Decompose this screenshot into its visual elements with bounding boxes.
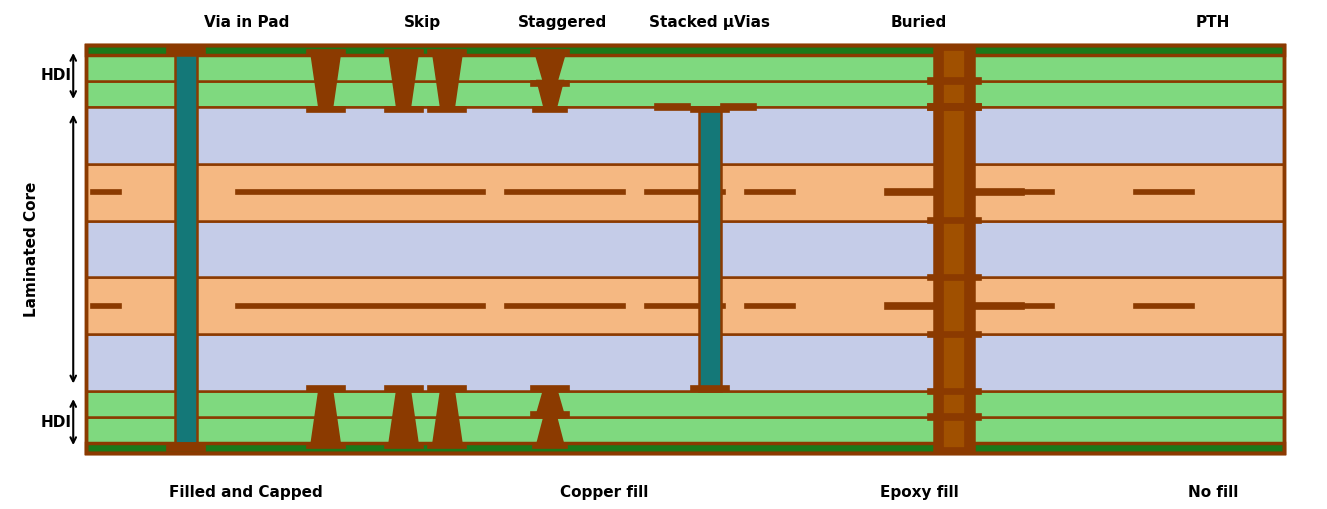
Polygon shape — [312, 55, 340, 107]
Bar — [429, 386, 466, 391]
Polygon shape — [434, 55, 462, 107]
Bar — [385, 386, 422, 391]
Bar — [1135, 304, 1194, 308]
Bar — [744, 304, 795, 308]
Bar — [885, 303, 934, 308]
Bar — [1135, 190, 1194, 194]
Bar — [699, 107, 721, 391]
Bar — [928, 104, 981, 109]
Bar — [86, 81, 1283, 107]
Bar — [934, 45, 974, 453]
Text: Via in Pad: Via in Pad — [203, 15, 289, 30]
Bar — [531, 412, 569, 417]
Polygon shape — [536, 391, 564, 417]
Bar — [974, 189, 1024, 195]
Text: Epoxy fill: Epoxy fill — [880, 485, 958, 500]
Bar — [974, 303, 1024, 308]
Polygon shape — [537, 81, 563, 107]
Bar — [1005, 190, 1054, 194]
Bar — [531, 386, 569, 391]
Bar — [645, 190, 725, 194]
Text: Staggered: Staggered — [519, 15, 608, 30]
Bar — [645, 304, 725, 308]
Bar — [506, 304, 625, 308]
Bar — [86, 45, 1283, 55]
Bar — [92, 190, 121, 194]
Text: Stacked μVias: Stacked μVias — [649, 15, 771, 30]
Bar — [307, 443, 345, 448]
Bar — [92, 304, 121, 308]
Polygon shape — [536, 55, 564, 81]
Text: Filled and Capped: Filled and Capped — [170, 485, 324, 500]
Polygon shape — [390, 55, 418, 107]
Bar — [691, 386, 729, 391]
Bar — [86, 417, 1283, 443]
Bar — [385, 443, 422, 448]
Polygon shape — [434, 391, 462, 443]
Bar — [86, 45, 1283, 453]
Bar — [928, 78, 981, 83]
Text: Buried: Buried — [890, 15, 947, 30]
Bar — [533, 443, 568, 448]
Bar — [167, 47, 204, 55]
Bar — [1005, 304, 1054, 308]
Bar — [691, 107, 729, 112]
Bar — [531, 49, 569, 55]
Bar — [86, 443, 1283, 453]
Bar — [236, 190, 486, 194]
Bar — [744, 190, 795, 194]
Text: HDI: HDI — [41, 414, 72, 430]
Bar — [928, 414, 981, 420]
Bar — [656, 104, 690, 109]
Bar — [506, 190, 625, 194]
Text: Laminated Core: Laminated Core — [24, 181, 38, 317]
Text: HDI: HDI — [41, 69, 72, 83]
Bar — [236, 304, 486, 308]
Bar — [307, 386, 345, 391]
Bar — [928, 332, 981, 337]
Bar — [928, 388, 981, 394]
Bar — [429, 443, 466, 448]
Bar — [928, 275, 981, 280]
Bar — [531, 81, 569, 87]
Bar — [307, 107, 345, 112]
Text: Skip: Skip — [403, 15, 441, 30]
Bar — [943, 50, 965, 448]
Bar — [86, 277, 1283, 334]
Bar — [175, 55, 196, 443]
Bar — [721, 104, 756, 109]
Bar — [533, 107, 568, 112]
Bar — [429, 107, 466, 112]
Bar — [928, 218, 981, 223]
Bar — [86, 107, 1283, 164]
Bar — [86, 45, 1283, 453]
Bar — [167, 443, 204, 451]
Bar — [385, 107, 422, 112]
Text: No fill: No fill — [1188, 485, 1238, 500]
Bar — [86, 164, 1283, 220]
Bar — [885, 189, 934, 195]
Polygon shape — [390, 391, 418, 443]
Text: PTH: PTH — [1196, 15, 1230, 30]
Polygon shape — [537, 417, 563, 443]
Bar — [86, 55, 1283, 81]
Bar — [86, 220, 1283, 277]
Polygon shape — [312, 391, 340, 443]
Bar — [86, 391, 1283, 417]
Bar — [385, 49, 422, 55]
Bar — [429, 49, 466, 55]
Bar — [307, 49, 345, 55]
Bar — [86, 334, 1283, 391]
Text: Copper fill: Copper fill — [560, 485, 648, 500]
Bar — [928, 104, 981, 109]
